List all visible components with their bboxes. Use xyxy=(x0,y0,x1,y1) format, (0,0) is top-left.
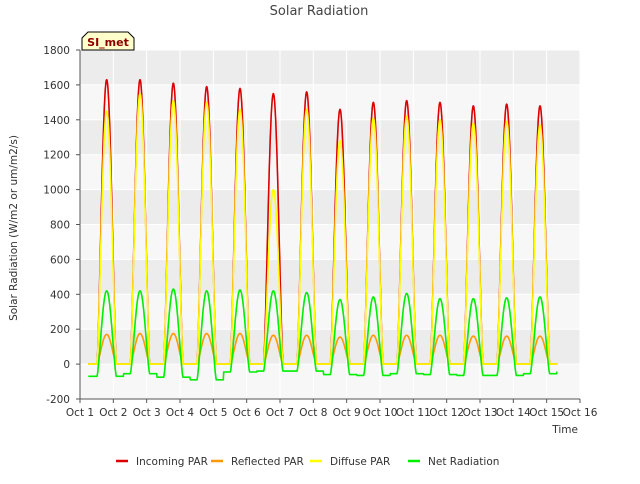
x-tick-label: Oct 4 xyxy=(166,407,194,419)
legend-item: Net Radiation xyxy=(408,456,499,468)
x-tick-label: Oct 3 xyxy=(133,407,161,419)
y-tick-label: 0 xyxy=(63,359,70,371)
y-tick-label: 1600 xyxy=(43,80,70,92)
chart-title: Solar Radiation xyxy=(270,4,369,19)
x-tick-label: Oct 13 xyxy=(463,407,498,419)
x-tick-label: Oct 14 xyxy=(496,407,531,419)
site-label: SI_met xyxy=(87,36,129,49)
plot-bands xyxy=(80,50,580,399)
y-tick-label: 600 xyxy=(50,254,70,266)
x-tick-label: Oct 15 xyxy=(529,407,564,419)
x-tick-label: Oct 8 xyxy=(299,407,327,419)
y-tick-label: 1400 xyxy=(43,115,70,127)
plot-band xyxy=(80,224,580,260)
series-line-diffuse-par xyxy=(87,92,558,365)
plot-band xyxy=(80,84,580,120)
x-tick-label: Oct 5 xyxy=(199,407,227,419)
y-axis-label: Solar Radiation (W/m2 or um/m2/s) xyxy=(8,135,20,321)
plot-band xyxy=(80,119,580,155)
plot-band xyxy=(80,294,580,330)
plot-band xyxy=(80,189,580,225)
y-tick-label: 1800 xyxy=(43,45,70,57)
plot-band xyxy=(80,50,580,85)
x-tick-label: Oct 7 xyxy=(266,407,294,419)
x-tick-label: Oct 1 xyxy=(66,407,94,419)
series-layer xyxy=(87,78,558,381)
x-tick-label: Oct 11 xyxy=(396,407,431,419)
x-tick-label: Oct 10 xyxy=(363,407,398,419)
plot-band xyxy=(80,259,580,295)
x-tick-label: Oct 9 xyxy=(333,407,361,419)
axes: -200 0 200 400 600 800 1000 1200 1400 1600 1800 Oct… xyxy=(43,45,597,419)
legend-label: Incoming PAR xyxy=(136,456,208,468)
y-tick-label: 400 xyxy=(50,289,70,301)
y-tick-label: 1000 xyxy=(43,185,70,197)
plot-band xyxy=(80,154,580,190)
legend-label: Diffuse PAR xyxy=(330,456,390,468)
legend-item: Incoming PAR xyxy=(116,456,208,468)
series-line-net-radiation xyxy=(87,288,558,381)
y-tick-label: 200 xyxy=(50,324,70,336)
y-tick-label: 800 xyxy=(50,220,70,232)
legend-item: Reflected PAR xyxy=(211,456,304,468)
y-tick-label: 1200 xyxy=(43,150,70,162)
x-tick-label: Oct 16 xyxy=(563,407,598,419)
x-tick-label: Oct 2 xyxy=(99,407,127,419)
legend-label: Reflected PAR xyxy=(231,456,304,468)
x-tick-label: Oct 12 xyxy=(429,407,464,419)
x-axis-label: Time xyxy=(551,424,578,436)
site-label-box: SI_met xyxy=(81,31,135,51)
y-tick-label: -200 xyxy=(46,394,70,406)
plot-band xyxy=(80,364,580,399)
legend-label: Net Radiation xyxy=(428,456,499,468)
legend-item: Diffuse PAR xyxy=(310,456,390,468)
legend: Incoming PAR Reflected PAR Diffuse PAR Net … xyxy=(116,456,499,468)
x-tick-label: Oct 6 xyxy=(233,407,261,419)
